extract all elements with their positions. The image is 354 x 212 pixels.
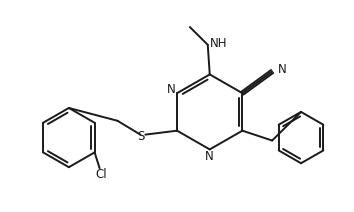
Text: N: N	[167, 83, 176, 96]
Text: S: S	[137, 130, 144, 143]
Text: NH: NH	[210, 37, 227, 50]
Text: Cl: Cl	[96, 168, 107, 181]
Text: N: N	[278, 63, 287, 76]
Text: N: N	[205, 150, 214, 163]
